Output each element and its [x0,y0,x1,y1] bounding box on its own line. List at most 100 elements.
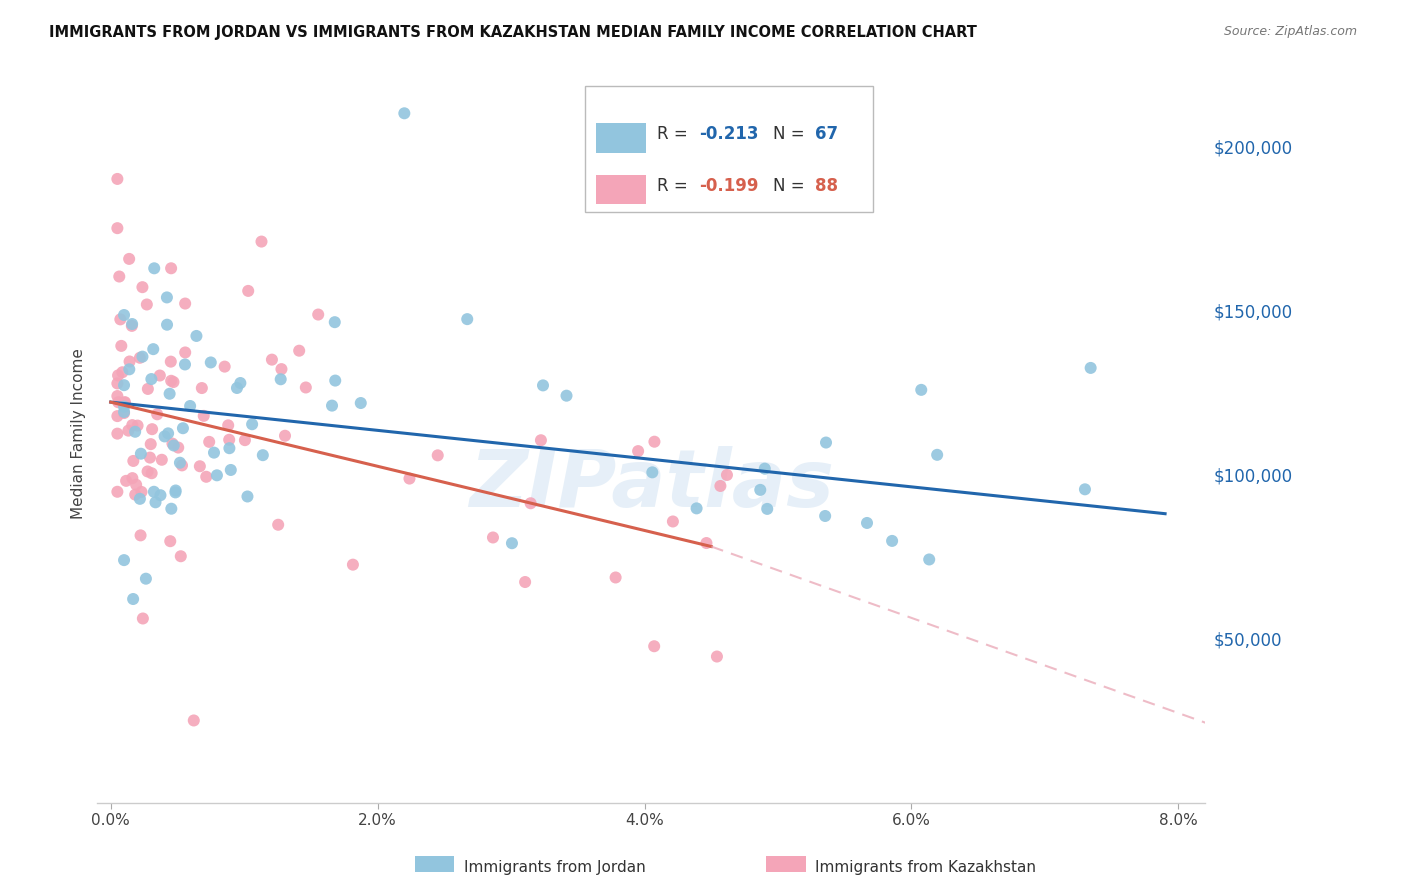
Text: Immigrants from Kazakhstan: Immigrants from Kazakhstan [815,860,1036,874]
Point [159,534,181,549]
Point [167,441,190,455]
Point [240,417,263,432]
Point [156,290,179,304]
Point [531,378,554,392]
Text: -0.199: -0.199 [699,177,758,195]
Point [141,372,163,386]
Point [139,437,162,451]
Point [153,429,176,443]
Point [141,467,163,481]
Point [267,517,290,532]
Point [226,381,249,395]
Text: ZIPatlas: ZIPatlas [468,446,834,524]
Point [105,221,128,235]
Point [156,318,179,332]
Point [1080,360,1102,375]
Point [716,467,738,482]
Point [323,315,346,329]
Point [105,426,128,441]
Point [252,448,274,462]
Point [456,312,478,326]
Point [165,485,187,500]
Point [295,380,318,394]
Point [513,574,536,589]
Point [174,358,197,372]
Point [183,714,205,728]
Point [112,308,135,322]
Point [117,424,139,438]
Point [749,483,772,497]
Point [121,418,143,433]
Text: R =: R = [657,177,693,195]
Point [108,269,131,284]
Point [880,533,903,548]
Point [112,400,135,414]
Point [205,468,228,483]
Point [233,433,256,447]
Point [146,407,169,421]
Point [118,354,141,368]
Point [112,378,135,392]
Point [131,280,153,294]
Point [129,351,152,365]
Point [927,448,949,462]
Point [195,470,218,484]
Point [122,592,145,607]
Text: Source: ZipAtlas.com: Source: ZipAtlas.com [1223,25,1357,38]
Point [131,350,153,364]
Y-axis label: Median Family Income: Median Family Income [72,348,86,519]
Point [172,421,194,435]
Point [426,448,449,462]
Point [121,318,143,333]
Point [125,477,148,491]
Point [131,484,153,499]
FancyBboxPatch shape [596,175,645,204]
FancyBboxPatch shape [585,87,873,211]
Point [219,463,242,477]
Point [814,435,837,450]
Point [118,252,141,266]
Point [105,172,128,186]
Text: IMMIGRANTS FROM JORDAN VS IMMIGRANTS FROM KAZAKHSTAN MEDIAN FAMILY INCOME CORREL: IMMIGRANTS FROM JORDAN VS IMMIGRANTS FRO… [49,25,977,40]
Point [307,308,329,322]
Point [160,374,183,388]
Text: N =: N = [773,177,810,195]
Point [122,454,145,468]
Point [856,516,879,530]
Point [530,434,553,448]
Point [110,312,132,326]
Point [174,296,197,310]
Point [342,558,364,572]
Text: 88: 88 [815,177,838,195]
Point [229,376,252,390]
Point [107,395,129,409]
Point [814,508,837,523]
Point [157,426,180,441]
Point [112,405,135,419]
Point [398,472,420,486]
Point [110,339,132,353]
Point [127,418,149,433]
Point [605,570,627,584]
Point [142,484,165,499]
Point [754,461,776,475]
Point [114,395,136,409]
Point [136,465,159,479]
Point [160,261,183,276]
Point [112,406,135,420]
Point [115,474,138,488]
Text: Immigrants from Jordan: Immigrants from Jordan [464,860,645,874]
Point [145,495,167,509]
Point [323,374,346,388]
Point [112,553,135,567]
Point [162,436,184,450]
Text: N =: N = [773,125,810,144]
Point [105,376,128,391]
Point [139,450,162,465]
Point [149,488,172,502]
Point [756,502,779,516]
Point [519,496,541,510]
Point [143,261,166,276]
Point [350,396,373,410]
Text: R =: R = [657,125,693,144]
